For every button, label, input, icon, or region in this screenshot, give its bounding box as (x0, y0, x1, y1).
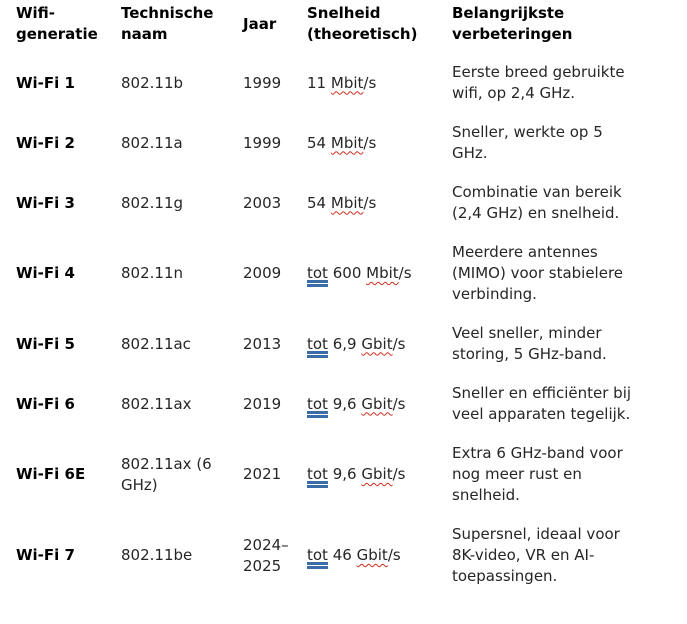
wifi-generations-table: Wifi-generatie Technische naam Jaar Snel… (0, 0, 687, 596)
year-cell: 2013 (243, 334, 282, 353)
speed-unit: Mbit (330, 133, 364, 152)
speed-unit: Gbit (361, 465, 393, 483)
tech-name-cell: 802.11g (121, 193, 184, 212)
header-wifi-generatie: Wifi-generatie (16, 4, 98, 43)
table-row: Wi-Fi 5 802.11ac 2013 tot 6,9 Gbit/s Vee… (0, 314, 687, 374)
generation-cell: Wi-Fi 2 (16, 133, 75, 152)
speed-unit-suffix: /s (392, 334, 406, 353)
description-cell: Sneller en efficiënter bij veel apparate… (452, 384, 632, 423)
description-cell: Combinatie van bereik (2,4 GHz) en snelh… (452, 183, 622, 222)
speed-value: 9,6 (332, 394, 357, 413)
tech-name-cell: 802.11ac (121, 334, 191, 353)
speed-value: 46 (332, 546, 352, 564)
speed-cell: tot 9,6 Gbit/s (291, 374, 436, 434)
table-row: Wi-Fi 3 802.11g 2003 54 Mbit/s Combinati… (0, 173, 687, 233)
speed-value: 11 (307, 73, 327, 92)
year-cell: 2009 (243, 264, 282, 282)
speed-unit: Mbit (330, 73, 364, 92)
speed-unit: Mbit (330, 193, 364, 212)
speed-cell: tot 6,9 Gbit/s (291, 314, 436, 374)
speed-unit-suffix: /s (398, 264, 412, 282)
generation-cell: Wi-Fi 5 (16, 334, 75, 353)
description-cell: Supersnel, ideaal voor 8K-video, VR en A… (452, 525, 620, 585)
year-cell: 2019 (243, 394, 282, 413)
speed-tot-label: tot (307, 465, 328, 483)
header-row: Wifi-generatie Technische naam Jaar Snel… (0, 0, 687, 53)
year-cell: 2021 (243, 465, 282, 483)
table-row: Wi-Fi 7 802.11be 2024–2025 tot 46 Gbit/s… (0, 515, 687, 596)
year-cell: 2024–2025 (243, 535, 289, 575)
table-row: Wi-Fi 6 802.11ax 2019 tot 9,6 Gbit/s Sne… (0, 374, 687, 434)
speed-unit-suffix: /s (363, 73, 377, 92)
speed-unit-suffix: /s (392, 394, 406, 413)
generation-cell: Wi-Fi 7 (16, 546, 75, 564)
generation-cell: Wi-Fi 6E (16, 465, 86, 483)
tech-name-cell: 802.11ax (121, 394, 192, 413)
speed-unit-suffix: /s (363, 133, 377, 152)
tech-name-cell: 802.11be (121, 546, 193, 564)
speed-unit-suffix: /s (363, 193, 377, 212)
tech-name-cell: 802.11b (121, 73, 184, 92)
speed-unit: Gbit (361, 334, 393, 353)
speed-cell: tot 600 Mbit/s (291, 233, 436, 314)
tech-name-cell: 802.11ax (6 GHz) (121, 454, 212, 494)
speed-cell: tot 9,6 Gbit/s (291, 434, 436, 515)
description-cell: Veel sneller, minder storing, 5 GHz-band… (452, 324, 607, 363)
tech-name-cell: 802.11a (121, 133, 183, 152)
year-cell: 1999 (243, 73, 282, 92)
table-row: Wi-Fi 1 802.11b 1999 11 Mbit/s Eerste br… (0, 53, 687, 113)
speed-tot-label: tot (307, 394, 328, 413)
header-technische-naam: Technische naam (121, 4, 214, 43)
tech-name-cell: 802.11n (121, 264, 183, 282)
generation-cell: Wi-Fi 4 (16, 264, 75, 282)
speed-value: 9,6 (332, 465, 357, 483)
speed-value: 600 (332, 264, 362, 282)
speed-cell: tot 46 Gbit/s (291, 515, 436, 596)
speed-tot-label: tot (307, 334, 328, 353)
year-cell: 2003 (243, 193, 282, 212)
speed-unit-suffix: /s (387, 546, 401, 564)
description-cell: Eerste breed gebruikte wifi, op 2,4 GHz. (452, 63, 625, 102)
header-verbeteringen: Belangrijkste verbeteringen (452, 4, 573, 43)
header-snelheid: Snelheid (theoretisch) (307, 4, 418, 43)
speed-unit: Gbit (356, 546, 388, 564)
year-cell: 1999 (243, 133, 282, 152)
speed-cell: 54 Mbit/s (291, 113, 436, 173)
speed-tot-label: tot (307, 264, 328, 282)
table-row: Wi-Fi 2 802.11a 1999 54 Mbit/s Sneller, … (0, 113, 687, 173)
speed-value: 6,9 (332, 334, 357, 353)
speed-unit: Mbit (366, 264, 399, 282)
speed-unit-suffix: /s (392, 465, 406, 483)
speed-value: 54 (307, 193, 327, 212)
speed-cell: 11 Mbit/s (291, 53, 436, 113)
description-cell: Extra 6 GHz-band voor nog meer rust en s… (452, 444, 623, 504)
speed-cell: 54 Mbit/s (291, 173, 436, 233)
speed-tot-label: tot (307, 546, 328, 564)
header-jaar: Jaar (243, 14, 277, 33)
description-cell: Sneller, werkte op 5 GHz. (452, 123, 603, 162)
table-body: Wi-Fi 1 802.11b 1999 11 Mbit/s Eerste br… (0, 53, 687, 596)
table-row: Wi-Fi 6E 802.11ax (6 GHz) 2021 tot 9,6 G… (0, 434, 687, 515)
generation-cell: Wi-Fi 3 (16, 193, 75, 212)
generation-cell: Wi-Fi 1 (16, 73, 75, 92)
speed-unit: Gbit (361, 394, 393, 413)
generation-cell: Wi-Fi 6 (16, 394, 75, 413)
description-cell: Meerdere antennes (MIMO) voor stabielere… (452, 243, 624, 303)
speed-value: 54 (307, 133, 327, 152)
table-row: Wi-Fi 4 802.11n 2009 tot 600 Mbit/s Meer… (0, 233, 687, 314)
